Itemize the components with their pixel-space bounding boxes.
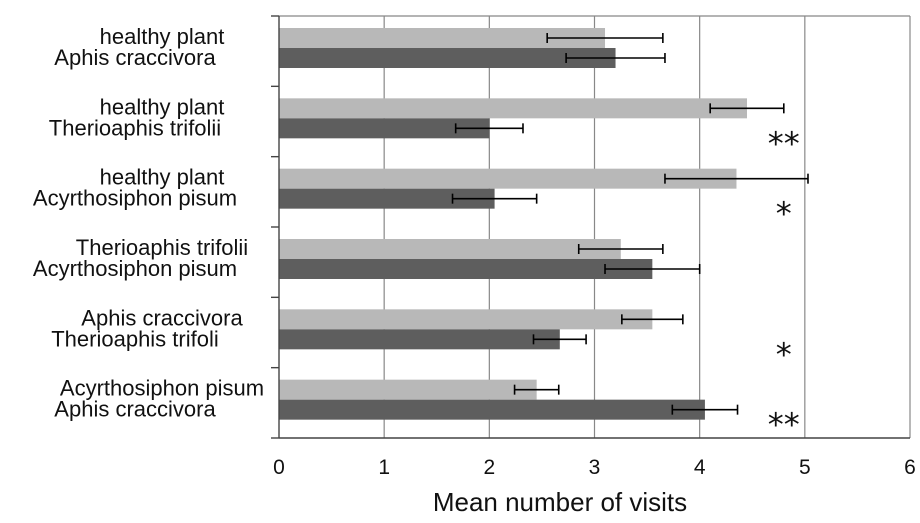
category-label-bottom: Aphis craccivora [54, 397, 216, 422]
significance-marker: * [776, 195, 792, 233]
bar-dark [279, 188, 495, 209]
bar-light [279, 28, 606, 48]
bar-light [279, 98, 747, 119]
bar-light [279, 239, 621, 259]
bar-dark [279, 48, 616, 68]
error-bars [451, 33, 809, 415]
x-tick-label: 5 [799, 456, 811, 479]
x-tick-label: 6 [904, 456, 916, 479]
category-label-bottom: Aphis craccivora [54, 45, 216, 70]
category-label-bottom: Therioaphis trifolii [49, 115, 221, 140]
bar-light [279, 309, 653, 330]
significance-marker: ** [768, 124, 800, 162]
bar-dark [279, 259, 653, 279]
axes: 0 1 2 3 4 5 6 [271, 15, 916, 479]
category-label-top: healthy plant [100, 24, 225, 49]
x-tick-label: 0 [273, 456, 285, 479]
bars [279, 28, 747, 420]
category-label-top: Aphis craccivora [81, 305, 243, 330]
x-axis-title: Mean number of visits [433, 487, 687, 517]
significance-markers: ****** [768, 124, 800, 443]
bar-dark [279, 399, 705, 420]
x-tick-label: 1 [378, 456, 390, 479]
bar-light [279, 168, 737, 189]
category-label-top: Therioaphis trifolii [76, 235, 248, 260]
category-label-top: healthy plant [100, 94, 225, 119]
x-tick-label: 2 [483, 456, 495, 479]
bar-light [279, 379, 537, 400]
category-label-bottom: Therioaphis trifoli [51, 326, 219, 351]
category-label-bottom: Acyrthosiphon pisum [33, 256, 237, 281]
x-tick-label: 4 [694, 456, 706, 479]
bar-dark [279, 329, 560, 350]
significance-marker: ** [768, 406, 800, 444]
category-label-top: Acyrthosiphon pisum [60, 376, 264, 401]
category-label-top: healthy plant [100, 165, 225, 190]
bar-dark [279, 118, 490, 139]
grid-lines [279, 15, 911, 438]
x-tick-label: 3 [589, 456, 601, 479]
significance-marker: * [776, 335, 792, 373]
category-label-bottom: Acyrthosiphon pisum [33, 186, 237, 211]
